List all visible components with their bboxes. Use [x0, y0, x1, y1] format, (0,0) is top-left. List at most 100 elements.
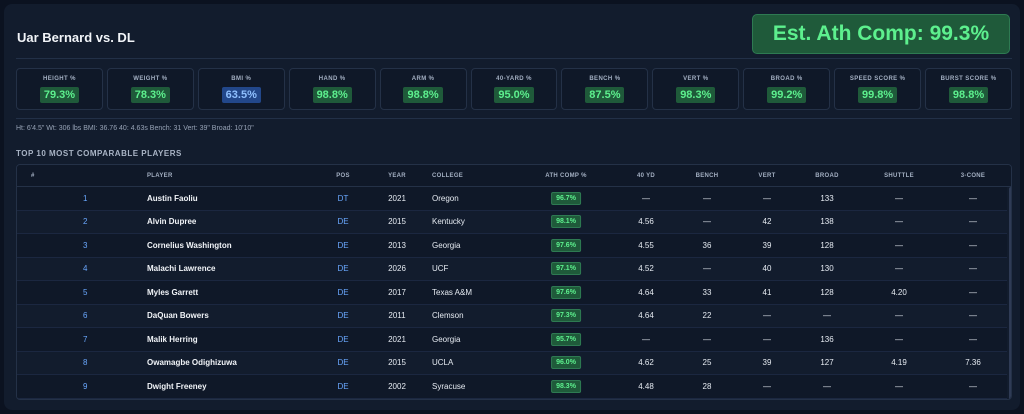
cell-comp: 98.1%	[551, 211, 581, 234]
table-row[interactable]: 6 DaQuan Bowers DE 2011 Clemson 97.3% 4.64 22 — —…	[17, 305, 1007, 328]
cell-shuttle: —	[895, 381, 903, 391]
cell-player: Cornelius Washington	[147, 240, 232, 250]
metric-card: BURST SCORE % 98.8%	[925, 68, 1012, 110]
metric-card: VERT % 98.3%	[652, 68, 740, 110]
ath-comp-pill: 98.3%	[551, 379, 581, 393]
column-header-cone[interactable]: 3-CONE	[960, 172, 986, 179]
cell-forty: —	[642, 334, 650, 344]
column-header-rank[interactable]: #	[31, 172, 35, 179]
cell-forty: 4.52	[638, 264, 654, 274]
cell-shuttle: —	[895, 264, 903, 274]
cell-player: Alvin Dupree	[147, 217, 197, 227]
cell-player: DaQuan Bowers	[147, 311, 209, 321]
cell-college: Georgia	[432, 240, 461, 250]
table-row[interactable]: 5 Myles Garrett DE 2017 Texas A&M 97.6% 4.64 33…	[17, 281, 1007, 305]
metric-label: VERT %	[683, 75, 709, 82]
cell-comp: 98.3%	[551, 375, 581, 398]
column-header-player[interactable]: PLAYER	[147, 172, 173, 179]
cell-player: Dwight Freeney	[147, 381, 207, 391]
ath-comp-pill: 97.1%	[551, 262, 581, 276]
cell-college: Oregon	[432, 193, 459, 203]
cell-rank: 4	[83, 264, 88, 274]
cell-vert: 40	[762, 264, 772, 274]
metric-card: 40-YARD % 95.0%	[470, 68, 558, 110]
cell-shuttle: —	[895, 240, 903, 250]
ath-comp-pill: 97.6%	[551, 285, 581, 299]
column-header-college[interactable]: COLLEGE	[432, 172, 464, 179]
cell-vert: —	[763, 193, 771, 203]
metric-value: 79.3%	[39, 86, 80, 103]
ath-comp-pill: 95.7%	[551, 332, 581, 346]
cell-shuttle: 4.20	[891, 287, 907, 297]
cell-bench: 28	[702, 381, 712, 391]
column-header-shuttle[interactable]: SHUTTLE	[884, 172, 914, 179]
cell-bench: 36	[702, 240, 712, 250]
column-header-vert[interactable]: VERT	[758, 172, 776, 179]
cell-shuttle: —	[895, 217, 903, 227]
metric-value: 99.2%	[767, 86, 807, 103]
cell-rank: 3	[83, 240, 88, 250]
cell-shuttle: —	[895, 334, 903, 344]
table-row[interactable]: 3 Cornelius Washington DE 2013 Georgia 97.6% 4…	[17, 234, 1007, 258]
cell-broad: 130	[820, 264, 834, 274]
measurables-line: Ht: 6'4.5" Wt: 306 lbs BMI: 36.76 40: 4.…	[16, 125, 254, 132]
cell-college: UCLA	[432, 358, 454, 368]
column-header-bench[interactable]: BENCH	[695, 172, 719, 179]
column-header-year[interactable]: YEAR	[388, 172, 406, 179]
ath-comp-pill: 97.3%	[551, 309, 581, 323]
metric-value: 87.5%	[585, 86, 625, 103]
ath-comp-pill: 98.1%	[551, 215, 581, 229]
cell-bench: —	[703, 264, 711, 274]
ath-comp-pill: 96.0%	[551, 356, 581, 370]
cell-pos: DE	[337, 217, 349, 227]
table-row[interactable]: 8 Owamagbe Odighizuwa DE 2015 UCLA 96.0% 4.62 2…	[17, 352, 1007, 375]
cell-year: 2021	[388, 334, 406, 344]
column-header-forty[interactable]: 40 YD	[636, 172, 656, 179]
table-row[interactable]: 1 Austin Faoliu DT 2021 Oregon 96.7% — — — 133 — —	[17, 187, 1007, 211]
cell-comp: 96.7%	[551, 187, 581, 210]
cell-vert: 39	[762, 240, 772, 250]
metric-card: ARM % 98.8%	[379, 68, 467, 110]
column-header-comp[interactable]: ATH COMP %	[545, 172, 587, 179]
cell-comp: 97.3%	[551, 305, 581, 328]
cell-forty: 4.56	[638, 217, 654, 227]
column-header-broad[interactable]: BROAD	[815, 172, 839, 179]
cell-year: 2011	[388, 311, 406, 321]
cell-pos: DE	[337, 264, 349, 274]
table-header: # PLAYER POS YEAR COLLEGE ATH COMP % 40 YD BENC…	[17, 165, 1011, 187]
cell-college: Syracuse	[432, 381, 466, 391]
cell-comp: 95.7%	[551, 328, 581, 351]
ath-comp-pill: 96.7%	[551, 191, 581, 205]
table-row[interactable]: 7 Malik Herring DE 2021 Georgia 95.7% — — — 136 — —	[17, 328, 1007, 352]
cell-year: 2015	[388, 358, 406, 368]
ath-comp-badge: Est. Ath Comp: 99.3%	[752, 14, 1010, 54]
cell-pos: DT	[337, 193, 349, 203]
cell-pos: DE	[337, 287, 349, 297]
metric-card: HEIGHT % 79.3%	[16, 68, 103, 110]
table-row[interactable]: 4 Malachi Lawrence DE 2026 UCF 97.1% 4.52 — 40 13…	[17, 258, 1007, 281]
cell-bench: 33	[702, 287, 712, 297]
table-row[interactable]: 2 Alvin Dupree DE 2015 Kentucky 98.1% 4.56 — 42 1…	[17, 211, 1007, 234]
scrollbar-thumb[interactable]	[1009, 187, 1011, 399]
cell-vert: 42	[762, 217, 772, 227]
cell-comp: 96.0%	[551, 352, 581, 375]
cell-broad: 136	[820, 334, 834, 344]
cell-shuttle: —	[895, 193, 903, 203]
cell-vert: 41	[762, 287, 772, 297]
column-header-pos[interactable]: POS	[336, 172, 350, 179]
metric-label: WEIGHT %	[133, 75, 168, 82]
ath-comp-pill: 97.6%	[551, 238, 581, 252]
cell-bench: —	[703, 193, 711, 203]
metric-label: ARM %	[411, 75, 435, 82]
table-scrollbar[interactable]	[1009, 187, 1011, 399]
cell-cone: —	[969, 217, 977, 227]
cell-rank: 2	[83, 217, 88, 227]
cell-forty: 4.55	[638, 240, 654, 250]
metric-label: 40-YARD %	[496, 75, 532, 82]
cell-vert: —	[763, 334, 771, 344]
comparable-players-table: # PLAYER POS YEAR COLLEGE ATH COMP % 40 YD BENC…	[16, 164, 1012, 400]
cell-college: Texas A&M	[432, 287, 473, 297]
table-row[interactable]: 9 Dwight Freeney DE 2002 Syracuse 98.3% 4.48 28…	[17, 375, 1007, 399]
metric-value: 98.8%	[948, 86, 989, 103]
cell-broad: —	[823, 311, 831, 321]
